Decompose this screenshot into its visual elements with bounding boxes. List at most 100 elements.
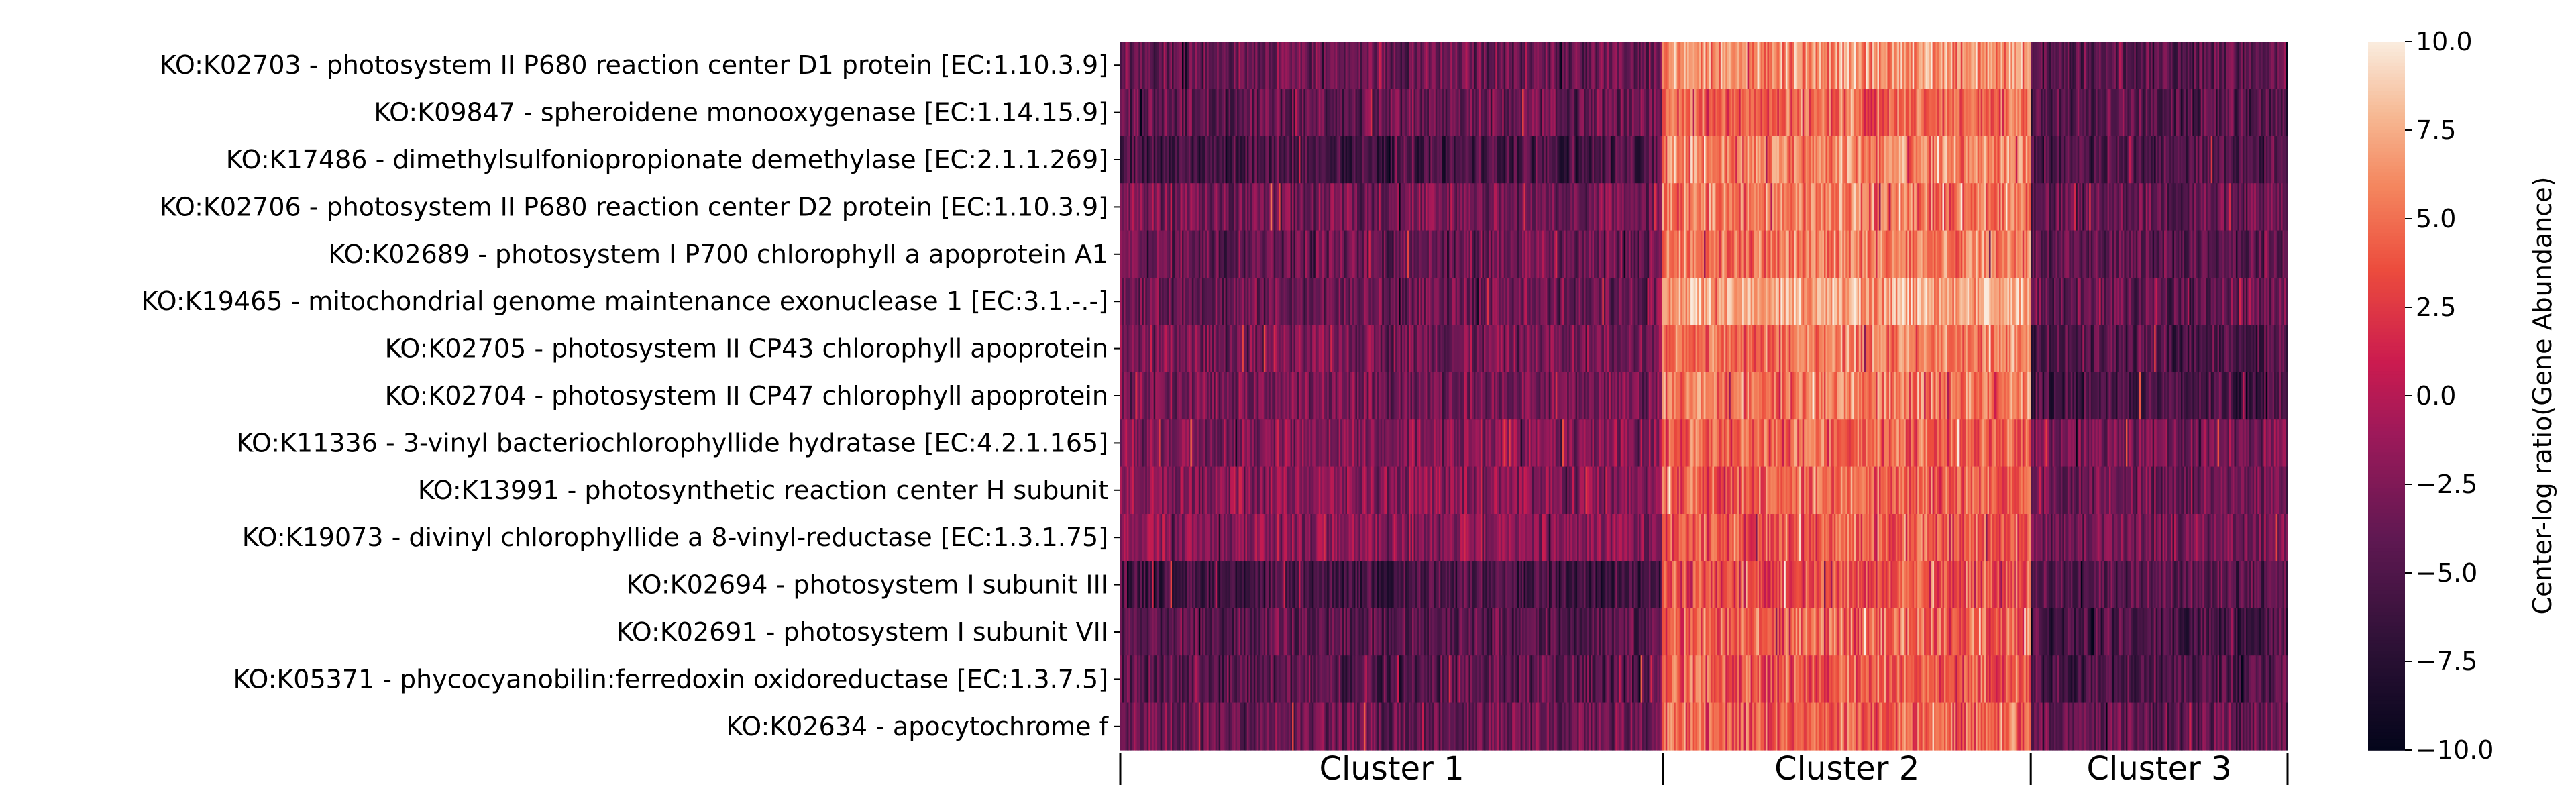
heatmap-cell [2025,278,2028,325]
heatmap-cell [1805,89,1808,137]
heatmap-cell [1300,278,1303,325]
heatmap-cell [1497,230,1499,278]
heatmap-cell [2182,136,2185,184]
heatmap-cell [1473,230,1477,278]
heatmap-cell [1489,278,1491,325]
heatmap-cell [1143,372,1146,420]
heatmap-cell [1924,42,1927,89]
heatmap-cell [1427,42,1430,89]
heatmap-cell [1230,42,1233,89]
heatmap-cell [1657,230,1660,278]
heatmap-cell [1839,183,1841,231]
heatmap-cell [1138,278,1141,325]
heatmap-cell [1701,278,1703,325]
heatmap-cell [1830,42,1833,89]
heatmap-cell [1152,325,1155,373]
heatmap-cell [2197,183,2200,231]
heatmap-cell [1746,136,1748,184]
heatmap-cell [1998,136,2002,184]
heatmap-cell [1778,183,1781,231]
heatmap-cell [1285,278,1288,325]
heatmap-cell [1799,230,1801,278]
heatmap-cell [1123,325,1126,373]
heatmap-cell [1527,278,1529,325]
heatmap-cell [2015,42,2018,89]
heatmap-cell [1897,42,1900,89]
heatmap-cell [1365,183,1368,231]
heatmap-cell [1937,42,1940,89]
heatmap-cell [1967,89,1970,137]
heatmap-cell [1702,230,1705,278]
heatmap-cell [2055,42,2058,89]
heatmap-cell [1487,89,1489,137]
heatmap-cell [1267,89,1269,137]
heatmap-cell [1790,325,1793,373]
heatmap-cell [2187,325,2190,373]
heatmap-cell [1485,89,1488,137]
heatmap-cell [2104,42,2106,89]
heatmap-cell [1210,372,1213,420]
heatmap-cell [1409,325,1411,373]
heatmap-cell [1428,325,1431,373]
heatmap-cell [1642,325,1645,373]
heatmap-cell [2086,136,2088,184]
heatmap-cell [1797,230,1800,278]
heatmap-cell [2069,325,2072,373]
heatmap-cell [1876,278,1878,325]
heatmap-cell [2124,230,2127,278]
heatmap-cell [1743,42,1746,89]
heatmap-cell [1123,278,1126,325]
heatmap-cell [2251,136,2253,184]
heatmap-cell [1962,278,1965,325]
heatmap-cell [1165,42,1168,89]
heatmap-cell [1382,325,1385,373]
heatmap-cell [1432,42,1434,89]
heatmap-cell [1235,89,1238,137]
heatmap-cell [1140,42,1142,89]
heatmap-cell [2024,325,2027,373]
heatmap-cell [1464,230,1466,278]
heatmap-cell [1697,183,1700,231]
heatmap-cell [2087,89,2090,137]
heatmap-cell [1962,230,1965,278]
heatmap-cell [1345,278,1348,325]
heatmap-cell [1849,230,1851,278]
heatmap-cell [1318,89,1321,137]
heatmap-cell [1733,89,1736,137]
heatmap-cell [1390,325,1393,373]
heatmap-cell [2202,89,2205,137]
heatmap-cell [1218,372,1221,420]
heatmap-cell [1757,136,1760,184]
heatmap-cell [1460,278,1463,325]
heatmap-cell [1167,372,1169,420]
heatmap-cell [1489,325,1491,373]
heatmap-cell [1887,183,1890,231]
heatmap-cell [1887,325,1890,373]
heatmap-cell [1432,278,1434,325]
heatmap-cell [2118,89,2122,137]
heatmap-cell [2122,278,2125,325]
heatmap-cell [1593,325,1597,373]
heatmap-cell [1523,89,1526,137]
heatmap-cell [1732,42,1735,89]
heatmap-cell [1575,278,1578,325]
heatmap-cell [2207,42,2210,89]
heatmap-cell [1701,136,1703,184]
heatmap-cell [1655,42,1658,89]
heatmap-cell [2237,325,2240,373]
heatmap-cell [1882,42,1885,89]
heatmap-cell [1620,42,1623,89]
heatmap-cell [1185,42,1188,89]
heatmap-cell [2000,89,2003,137]
heatmap-cell [1354,42,1356,89]
heatmap-cell [1945,42,1948,89]
heatmap-cell [1467,89,1470,137]
heatmap-cell [1977,183,1980,231]
heatmap-cell [1722,136,1725,184]
heatmap-cell [1225,42,1228,89]
heatmap-cell [2072,183,2075,231]
heatmap-cell [2279,230,2282,278]
heatmap-cell [2134,136,2137,184]
heatmap-cell [1437,325,1440,373]
heatmap-cell [1567,325,1570,373]
